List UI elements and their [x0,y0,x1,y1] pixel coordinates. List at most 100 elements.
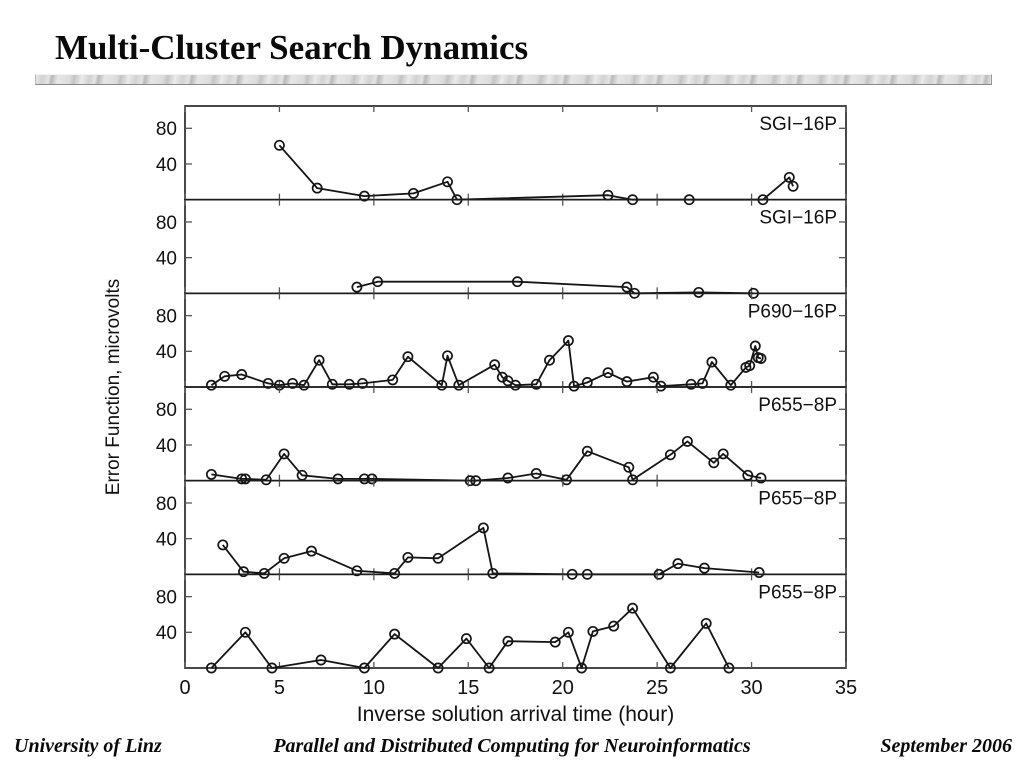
y-tick-label: 80 [156,306,177,327]
data-point-marker [672,558,684,570]
panel-label: SGI−16P [759,208,837,229]
data-point-marker [685,378,697,390]
data-point-marker [351,281,363,293]
subplot-panel-5: 40 80 P655−8P [156,479,847,580]
data-point-marker [708,457,720,469]
data-point-marker [432,662,444,674]
data-point-marker [432,552,444,564]
data-point-marker [753,567,765,578]
series-line [210,607,730,669]
data-point-marker [358,473,370,485]
data-point-marker [664,662,676,674]
y-tick-label: 80 [156,119,177,140]
subplot-panel-3: 40 80 P690−16P [156,292,847,392]
title-divider-bar [35,74,992,85]
data-point-marker [568,380,580,392]
data-point-marker [205,662,217,674]
panel-label: SGI−16P [759,114,837,135]
x-tick-label: 30 [740,677,762,699]
data-point-marker [258,567,270,579]
y-tick-label: 80 [156,494,177,515]
y-tick-label: 40 [156,529,177,550]
data-point-marker [496,371,508,383]
subplot-panel-6: 40 80 P655−8P [156,573,847,674]
chart-figure: 40 80 SGI−16P 40 80 SGI−16P 40 80 P690−16P 40 80 P6… [95,96,875,736]
data-point-marker [372,276,384,288]
x-tick-label: 20 [552,677,574,699]
data-point-marker [627,602,639,614]
data-point-marker [530,378,542,390]
data-point-marker [723,662,735,674]
data-point-marker [358,190,370,202]
y-axis-label: Error Function, microvolts [103,279,124,495]
data-point-marker [510,379,521,391]
slide-footer: University of Linz Parallel and Distribu… [0,735,1024,765]
data-point-marker [511,276,523,288]
y-tick-label: 80 [156,400,177,421]
data-point-marker [389,628,401,640]
data-point-marker [408,187,419,199]
data-point-marker [787,180,799,192]
data-point-marker [697,377,708,389]
data-point-marker [561,474,572,486]
data-point-marker [217,539,229,551]
panel-label: P655−8P [758,395,837,416]
data-point-marker [487,567,499,579]
data-point-marker [627,474,639,486]
y-tick-label: 40 [156,623,177,644]
data-point-marker [544,354,555,366]
data-point-marker [706,356,718,368]
data-point-marker [587,625,599,637]
data-point-marker [357,377,368,389]
data-point-marker [239,473,251,485]
x-tick-label: 0 [179,677,190,699]
data-point-marker [717,448,729,460]
x-tick-label: 35 [835,677,857,699]
data-point-marker [502,472,514,484]
data-point-marker [298,379,310,391]
data-point-marker [602,367,614,379]
y-tick-label: 40 [156,248,177,269]
data-point-marker [755,353,767,364]
data-point-marker [278,552,290,564]
data-point-marker [442,350,453,362]
subplot-panel-1: 40 80 SGI−16P [156,105,847,206]
subplot-panel-2: 40 80 SGI−16P [156,198,847,299]
data-point-marker [389,567,401,579]
slide-title: Multi-Cluster Search Dynamics [55,28,529,67]
data-point-marker [351,565,363,577]
footer-course-title: Parallel and Distributed Computing for N… [273,735,751,757]
data-point-marker [698,562,710,574]
data-point-marker [453,379,465,391]
data-point-marker [477,522,489,534]
x-tick-label: 5 [274,677,285,699]
data-point-marker [315,654,327,666]
panel-label: P690−16P [748,301,837,322]
panel-label: P655−8P [758,489,837,510]
data-point-marker [366,473,378,485]
data-point-marker [332,473,344,485]
data-point-marker [621,281,633,293]
data-point-marker [655,380,667,392]
series-line [222,526,760,576]
data-point-marker [581,445,593,457]
data-point-marker [436,379,448,391]
data-point-marker [266,662,278,674]
data-point-marker [219,370,231,382]
footer-institution: University of Linz [14,735,162,757]
data-point-marker [608,620,620,632]
data-point-marker [749,340,761,352]
data-point-marker [576,662,588,674]
panel-label: P655−8P [758,582,837,603]
data-point-marker [205,468,217,480]
data-point-marker [260,474,272,486]
data-point-marker [236,369,248,380]
data-point-marker [562,335,574,347]
y-tick-label: 80 [156,213,177,234]
series-line [211,440,762,482]
data-point-marker [287,377,299,389]
series-line [278,144,794,201]
y-tick-label: 40 [156,155,177,176]
x-tick-label: 15 [457,677,479,699]
data-point-marker [783,171,795,183]
